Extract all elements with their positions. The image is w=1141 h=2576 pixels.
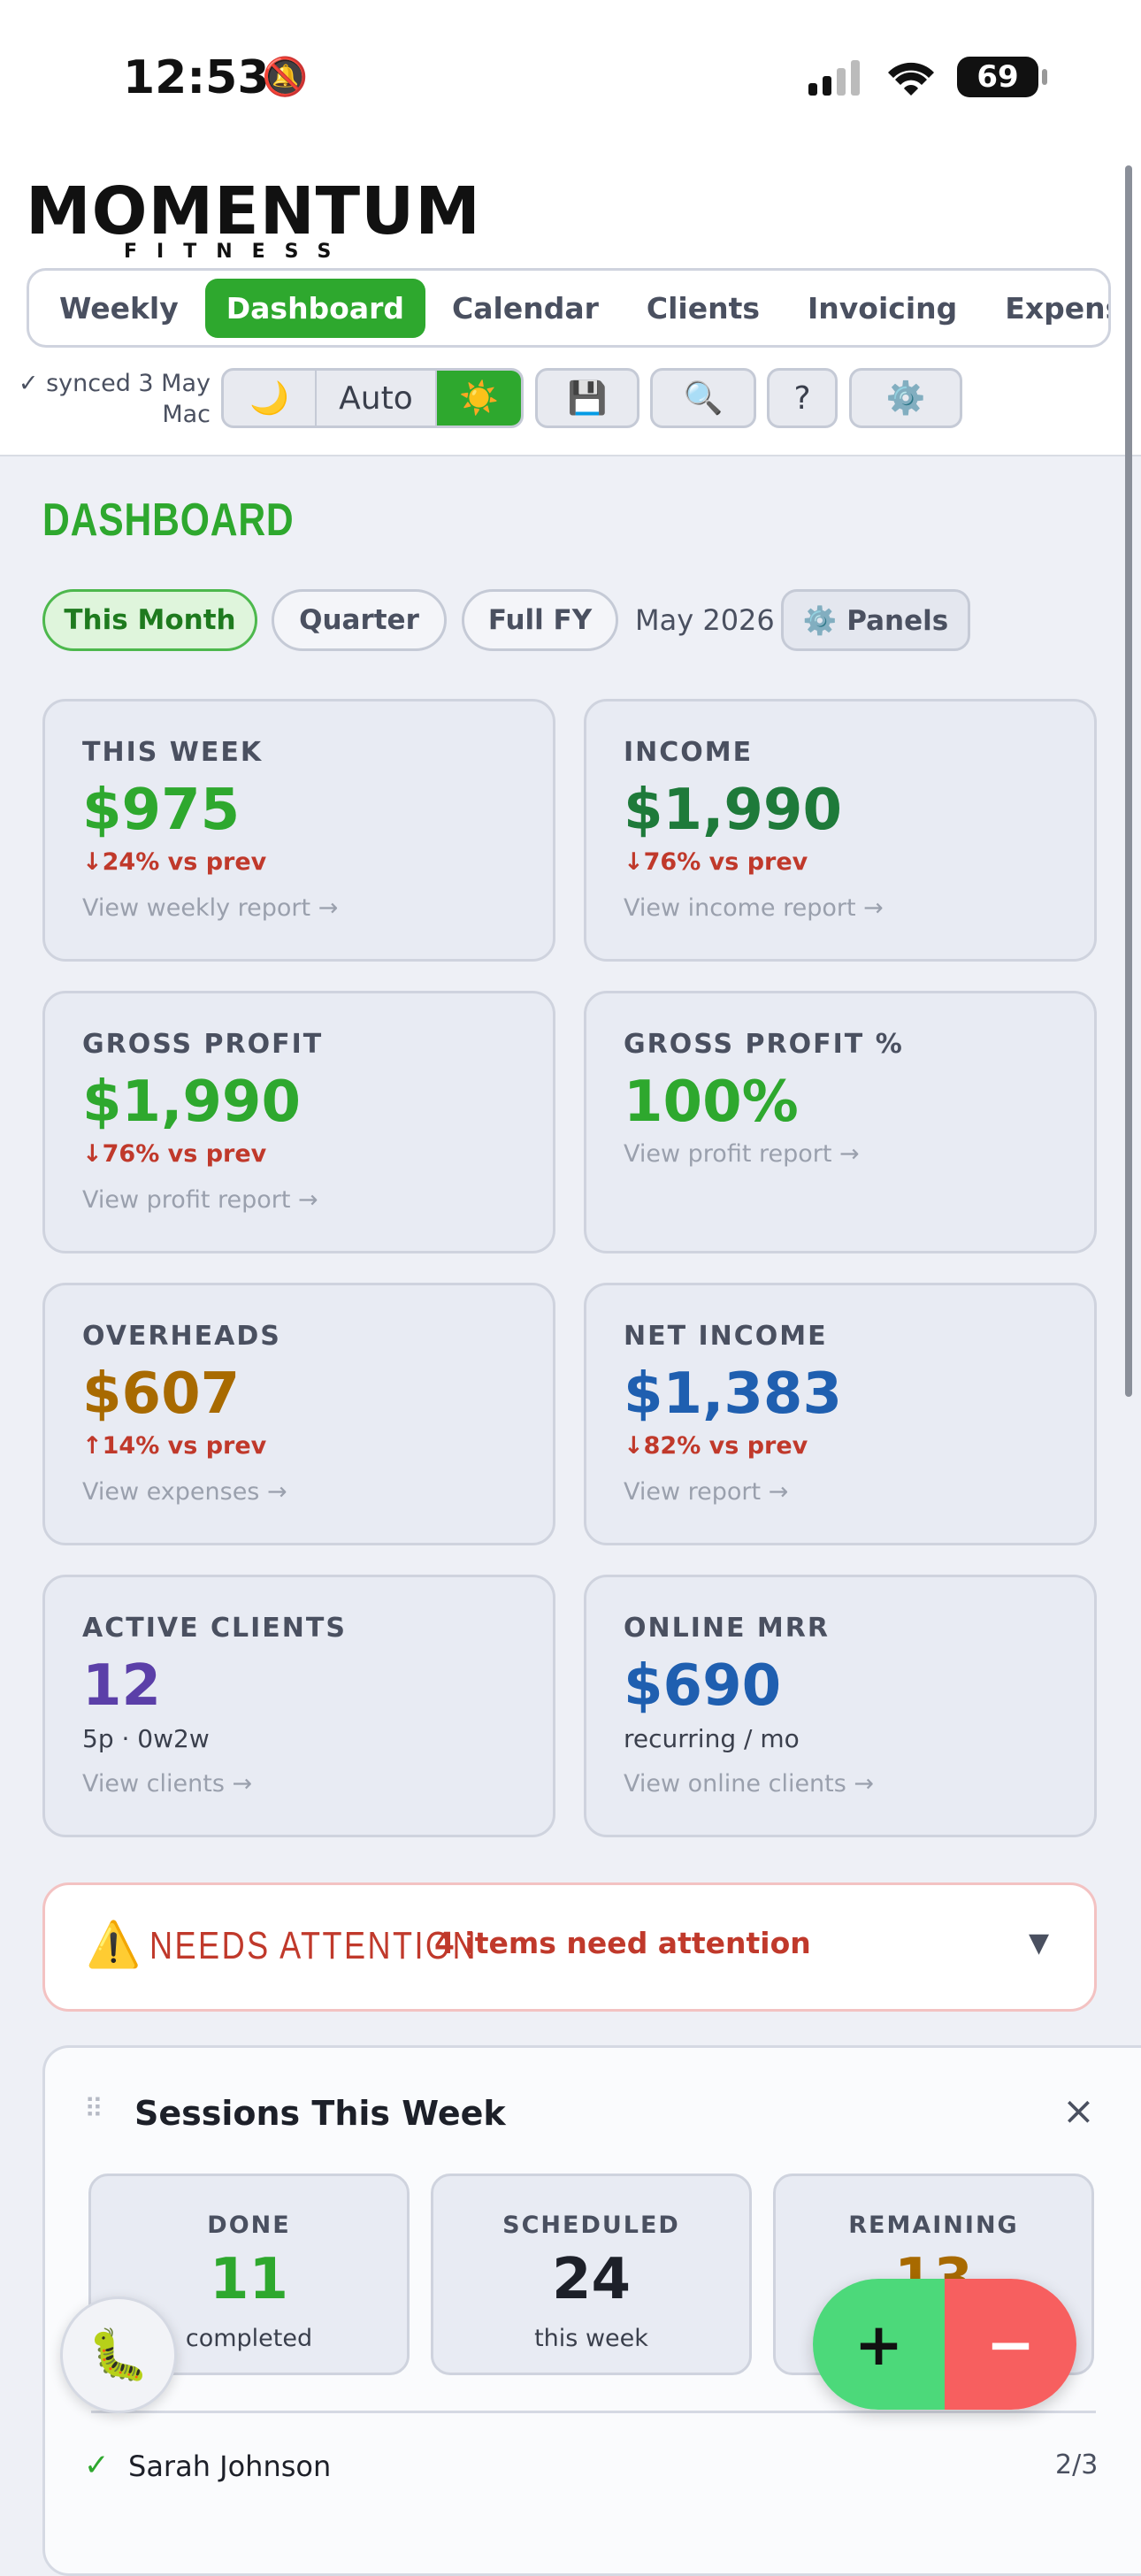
nav-tab[interactable]: Dashboard	[204, 278, 426, 338]
kpi-link[interactable]: View profit report →	[82, 1186, 318, 1214]
kpi-sub: recurring / mo	[624, 1724, 800, 1753]
session-stat: SCHEDULED 24 this week	[431, 2174, 752, 2375]
kpi-label: NET INCOME	[624, 1321, 828, 1352]
kpi-change: ↓76% vs prev	[82, 1140, 267, 1168]
kpi-label: THIS WEEK	[82, 737, 264, 768]
kpi-link[interactable]: View expenses →	[82, 1478, 287, 1506]
kpi-value: $1,383	[624, 1361, 842, 1427]
kpi-value: $975	[82, 778, 241, 843]
kpi-card[interactable]: GROSS PROFIT % 100% View profit report →	[584, 991, 1097, 1254]
scrollbar	[1125, 165, 1132, 1397]
kpi-label: GROSS PROFIT %	[624, 1029, 904, 1060]
kpi-label: INCOME	[624, 737, 754, 768]
divider	[91, 2411, 1096, 2413]
filter-pill[interactable]: Full FY	[462, 589, 618, 651]
silent-icon: 🔕	[262, 55, 309, 98]
kpi-label: ACTIVE CLIENTS	[82, 1613, 347, 1644]
panel-title: Sessions This Week	[134, 2094, 506, 2133]
stat-label: SCHEDULED	[502, 2212, 680, 2239]
kpi-label: ONLINE MRR	[624, 1613, 830, 1644]
feedback-button[interactable]: 🐛	[60, 2296, 177, 2413]
page-title: DASHBOARD	[42, 494, 295, 546]
kpi-link[interactable]: View clients →	[82, 1770, 253, 1798]
kpi-card[interactable]: THIS WEEK $975 ↓24% vs prev View weekly rep…	[42, 699, 555, 962]
attention-title: NEEDS ATTENTION	[149, 1924, 479, 1967]
kpi-link[interactable]: View online clients →	[624, 1770, 875, 1798]
kpi-link[interactable]: View weekly report →	[82, 894, 339, 922]
stat-value: 24	[551, 2247, 632, 2312]
kpi-card[interactable]: GROSS PROFIT $1,990 ↓76% vs prev View profi…	[42, 991, 555, 1254]
battery: 69	[957, 57, 1047, 97]
client-name[interactable]: Sarah Johnson	[128, 2450, 332, 2483]
filter-pill[interactable]: Quarter	[272, 589, 447, 651]
period-label: May 2026	[635, 603, 775, 637]
brand-name: MOMENTUM	[26, 173, 481, 249]
kpi-change: ↑14% vs prev	[82, 1432, 267, 1460]
sync-status: ✓ synced 3 May Mac	[18, 370, 211, 429]
kpi-change: ↓76% vs prev	[624, 848, 808, 876]
kpi-value: 12	[82, 1653, 162, 1719]
drag-handle[interactable]: ⠿	[84, 2094, 103, 2125]
session-count: 2/3	[1055, 2450, 1099, 2480]
add-button[interactable]: +	[813, 2279, 945, 2410]
row-check: ✓	[84, 2448, 110, 2483]
remove-button[interactable]: −	[945, 2279, 1076, 2410]
stat-sub: this week	[534, 2325, 648, 2352]
kpi-value: $1,990	[82, 1070, 301, 1135]
stat-sub: completed	[185, 2325, 313, 2352]
quick-actions: + −	[813, 2279, 1076, 2410]
stat-label: DONE	[207, 2212, 291, 2239]
close-button[interactable]: ×	[1062, 2089, 1095, 2134]
theme-option[interactable]: Auto	[317, 371, 438, 426]
nav-tab[interactable]: Clients	[646, 290, 761, 326]
theme-option[interactable]: 🌙	[224, 371, 317, 426]
status-time: 12:53	[123, 51, 270, 104]
kpi-link[interactable]: View income report →	[624, 894, 884, 922]
kpi-card[interactable]: OVERHEADS $607 ↑14% vs prev View expenses →	[42, 1283, 555, 1545]
kpi-change: ↓24% vs prev	[82, 848, 267, 876]
kpi-link[interactable]: View report →	[624, 1478, 789, 1506]
kpi-card[interactable]: INCOME $1,990 ↓76% vs prev View income repo…	[584, 699, 1097, 962]
nav-tab[interactable]: Expenses	[1005, 290, 1108, 326]
kpi-value: 100%	[624, 1070, 799, 1135]
kpi-label: GROSS PROFIT	[82, 1029, 324, 1060]
stat-label: REMAINING	[848, 2212, 1019, 2239]
kpi-value: $690	[624, 1653, 782, 1719]
nav-tabs: Weekly Dashboard Calendar Clients Invoicing E…	[27, 268, 1111, 348]
kpi-value: $1,990	[624, 778, 842, 843]
theme-option[interactable]: ☀️	[437, 371, 521, 426]
panels-button[interactable]: ⚙️ Panels	[781, 589, 970, 651]
kpi-card[interactable]: ACTIVE CLIENTS 12 5p · 0w2w View clients →	[42, 1575, 555, 1837]
kpi-label: OVERHEADS	[82, 1321, 281, 1352]
kpi-value: $607	[82, 1361, 241, 1427]
kpi-sub: 5p · 0w2w	[82, 1724, 210, 1753]
nav-tab[interactable]: Weekly	[59, 290, 179, 326]
signal-wifi	[808, 60, 934, 96]
kpi-card[interactable]: ONLINE MRR $690 recurring / mo View online …	[584, 1575, 1097, 1837]
kpi-change: ↓82% vs prev	[624, 1432, 808, 1460]
theme-toggle: 🌙 Auto ☀️	[221, 368, 524, 428]
warning-icon: ⚠️	[86, 1919, 142, 1970]
toolbar-button[interactable]: ?	[767, 368, 838, 428]
attention-summary: 4 items need attention	[434, 1926, 811, 1960]
nav-tab[interactable]: Calendar	[452, 290, 599, 326]
filter-pill[interactable]: This Month	[42, 589, 257, 651]
bug-icon: 🐛	[88, 2327, 149, 2384]
kpi-card[interactable]: NET INCOME $1,383 ↓82% vs prev View report …	[584, 1283, 1097, 1545]
kpi-link[interactable]: View profit report →	[624, 1140, 860, 1168]
toolbar-button[interactable]: 🔍	[650, 368, 756, 428]
stat-value: 11	[209, 2247, 289, 2312]
nav-tab[interactable]: Invoicing	[808, 290, 958, 326]
toolbar-button[interactable]: 💾	[535, 368, 639, 428]
attention-toggle[interactable]: ▼	[1029, 1928, 1050, 1959]
brand-tagline: FITNESS	[124, 241, 351, 263]
toolbar-button[interactable]: ⚙️	[849, 368, 962, 428]
attention-banner[interactable]: ⚠️ NEEDS ATTENTION 4 items need attentio…	[42, 1882, 1097, 2012]
